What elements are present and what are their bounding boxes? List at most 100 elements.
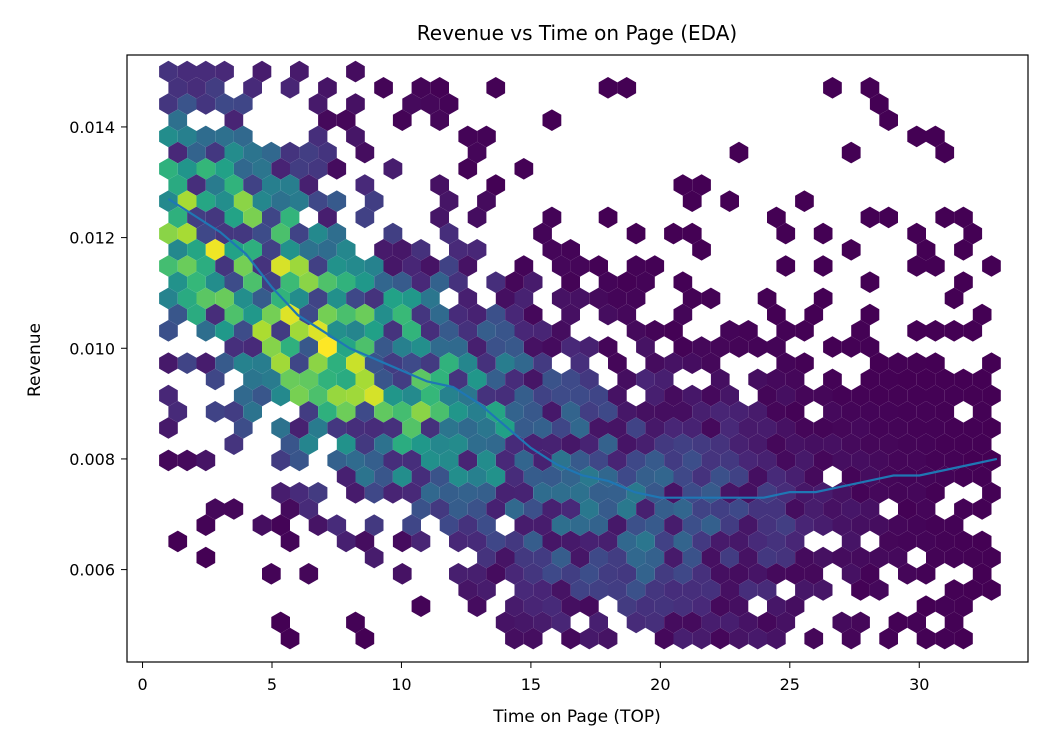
- hex-cell: [682, 190, 702, 212]
- hex-cell: [617, 271, 637, 293]
- hex-cell: [205, 206, 225, 229]
- hex-cell: [972, 563, 992, 585]
- hex-cell: [813, 482, 833, 504]
- hex-cell: [701, 546, 721, 569]
- hex-cell: [851, 384, 870, 407]
- hex-cell: [776, 417, 796, 439]
- hex-cell: [477, 384, 496, 407]
- hex-cell: [355, 303, 375, 326]
- hex-cell: [514, 546, 534, 569]
- hex-cell: [944, 287, 964, 310]
- hex-cell: [692, 174, 711, 196]
- hex-cell: [411, 239, 431, 261]
- hex-cell: [551, 514, 571, 536]
- hex-cell: [841, 530, 861, 553]
- hex-cell: [617, 465, 637, 488]
- hex-cell: [729, 433, 749, 455]
- hex-cell: [767, 563, 786, 585]
- hex-cell: [935, 627, 955, 650]
- hex-cell: [673, 627, 693, 650]
- x-axis: 0 5 10 15 20 25 30: [137, 662, 929, 694]
- hex-cell: [963, 417, 983, 439]
- hex-cell: [533, 546, 552, 569]
- hex-cell: [477, 320, 496, 342]
- hex-cell: [364, 320, 384, 342]
- hex-cell: [944, 579, 964, 601]
- hex-cell: [645, 611, 665, 634]
- hex-cell: [907, 320, 926, 342]
- hex-cell: [570, 546, 590, 569]
- hex-cell: [682, 579, 702, 601]
- hex-cell: [514, 417, 534, 439]
- hex-cell: [767, 206, 786, 229]
- hex-cell: [467, 530, 487, 553]
- hex-cell: [467, 141, 487, 164]
- hex-cell: [954, 239, 973, 261]
- hex-cell: [271, 320, 290, 342]
- hex-cell: [402, 449, 421, 472]
- hex-cell: [318, 239, 337, 261]
- hex-cell: [430, 174, 449, 196]
- hex-cell: [720, 417, 739, 439]
- hex-cell: [551, 546, 571, 569]
- hex-cell: [907, 125, 926, 148]
- hex-cell: [739, 579, 758, 601]
- y-tick-label: 0.008: [69, 450, 115, 469]
- hex-cell: [346, 384, 365, 407]
- hex-cell: [542, 206, 562, 229]
- hex-cell: [626, 514, 646, 536]
- hex-cell: [860, 563, 880, 585]
- hex-cell: [215, 287, 234, 310]
- hex-cell: [598, 498, 618, 520]
- hex-cell: [645, 546, 665, 569]
- hex-cell: [570, 514, 590, 536]
- hex-cell: [832, 417, 852, 439]
- hex-cell: [252, 352, 272, 374]
- hex-cell: [280, 271, 300, 293]
- hex-cell: [767, 368, 786, 391]
- hex-cell: [318, 206, 337, 229]
- hex-cell: [467, 206, 487, 229]
- hex-cell: [290, 384, 309, 407]
- hex-cell: [561, 271, 580, 293]
- hex-cell: [879, 530, 898, 553]
- hex-cell: [364, 482, 384, 504]
- hex-cell: [196, 255, 216, 277]
- y-axis: 0.006 0.008 0.010 0.012 0.014: [69, 118, 127, 580]
- hex-cell: [177, 60, 197, 83]
- hex-cell: [982, 579, 1001, 601]
- hex-cell: [308, 514, 328, 536]
- hex-cell: [224, 498, 244, 520]
- hex-cell: [626, 222, 646, 245]
- hex-cell: [767, 401, 786, 423]
- hex-cell: [645, 320, 665, 342]
- hex-cell: [561, 433, 580, 455]
- hex-cell: [682, 514, 702, 536]
- hex-cell: [514, 449, 534, 472]
- hex-cell: [467, 498, 487, 520]
- hex-cell: [598, 401, 618, 423]
- hex-cell: [626, 287, 646, 310]
- hex-cell: [972, 433, 992, 455]
- hex-cell: [692, 563, 711, 585]
- hex-cell: [720, 579, 739, 601]
- hex-cell: [505, 336, 524, 358]
- hex-cell: [364, 449, 384, 472]
- hex-cell: [972, 530, 992, 553]
- hex-cell: [523, 401, 543, 423]
- hex-cell: [318, 77, 337, 99]
- hex-cell: [280, 498, 300, 520]
- hex-cell: [935, 595, 955, 617]
- hex-cell: [954, 465, 973, 488]
- hex-cell: [813, 255, 833, 277]
- hex-cell: [813, 579, 833, 601]
- hex-cell: [729, 595, 749, 617]
- hex-cell: [224, 206, 244, 229]
- hex-cell: [935, 206, 955, 229]
- hex-cell: [776, 546, 796, 569]
- hex-cell: [757, 449, 777, 472]
- hex-cell: [336, 303, 356, 326]
- hexbin-cells: [159, 60, 1001, 650]
- hex-cell: [168, 206, 188, 229]
